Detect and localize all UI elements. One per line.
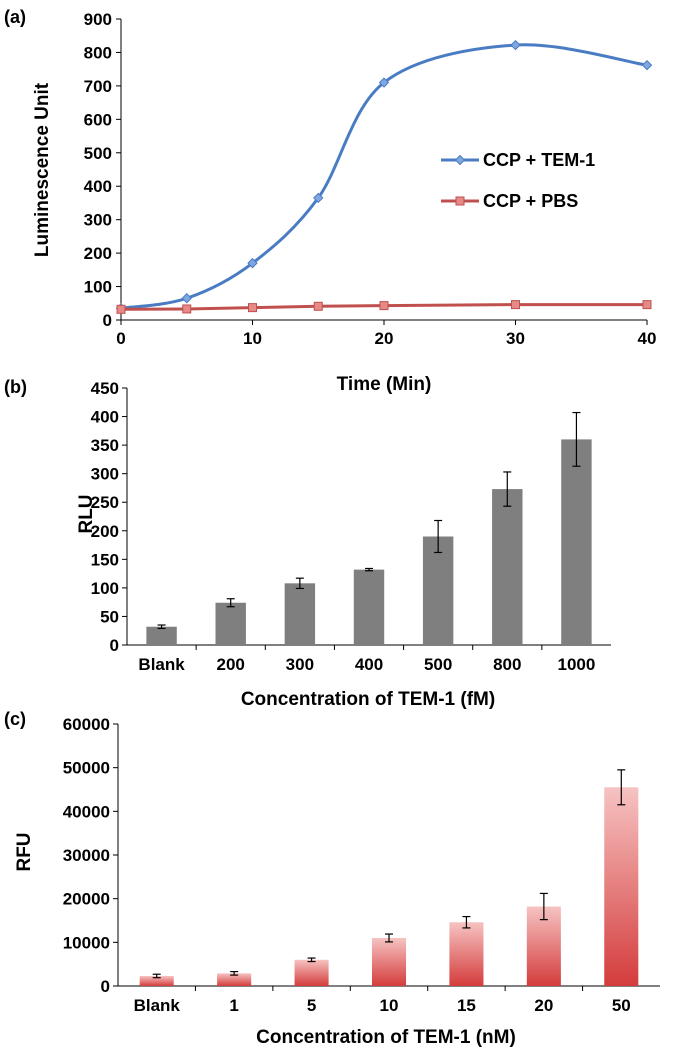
panel-b-xtick-label: Blank (138, 655, 185, 674)
panel-c-ytick-label: 30000 (63, 846, 110, 865)
panel-a-point-series-2 (182, 304, 192, 314)
panel-b-ytick-label: 250 (91, 493, 119, 512)
panel-a-ytick-label: 0 (103, 311, 112, 330)
panel-a-ytick-label: 100 (84, 278, 112, 297)
panel-c-bar-3 (294, 959, 329, 986)
panel-a-ytick-label: 200 (84, 244, 112, 263)
panel-b-ytick-label: 300 (91, 465, 119, 484)
panel-c-xtick-label: 5 (307, 996, 316, 1015)
panel-b-xlabel: Concentration of TEM-1 (fM) (241, 689, 495, 710)
panel-b-xtick-label: 500 (424, 655, 452, 674)
panel-b-ytick-label: 50 (100, 607, 119, 626)
panel-b-xtick-label: 800 (493, 655, 521, 674)
panel-c-xlabel: Concentration of TEM-1 (nM) (256, 1027, 516, 1048)
panel-a-legend-label-2: CCP + PBS (483, 191, 578, 211)
panel-c-bar-4 (371, 937, 407, 986)
panel-a-ylabel: Luminescence Unit (32, 82, 53, 257)
panel-a-point-series-1 (181, 293, 192, 304)
panel-a-point-series-2 (379, 301, 389, 311)
panel-c-xtick-label: Blank (134, 996, 181, 1015)
panel-c-bars (139, 769, 639, 986)
panel-b-ytick-label: 0 (110, 636, 119, 655)
panel-a-point-series-1 (313, 192, 324, 204)
panel-b-bars (146, 411, 592, 645)
panel-c-ytick-label: 60000 (63, 715, 110, 734)
panel-b-xtick-label: 400 (355, 655, 383, 674)
panel-a-ytick-label: 700 (84, 77, 112, 96)
panel-c-ytick-label: 0 (101, 977, 110, 996)
panel-a-label: (a) (4, 7, 26, 27)
panel-c-label: (c) (4, 709, 26, 729)
panel-c-xtick-label: 10 (380, 996, 399, 1015)
panel-c-xtick-label: 50 (612, 996, 631, 1015)
panel-a-axes: 0 100 200 300 400 500 600 700 800 900 0 10 20 30 40 (84, 10, 657, 348)
panel-c-bar-5 (449, 922, 484, 986)
panel-b-axes: 0 50 100 150 200 250 300 350 400 450 Blank 200 300 40… (91, 379, 611, 674)
panel-b-bar-6 (492, 489, 523, 645)
panel-c-xtick-label: 15 (457, 996, 476, 1015)
panel-a-point-series-1 (510, 39, 521, 51)
panel-b-ytick-label: 150 (91, 550, 119, 569)
panel-b-xtick-label: 300 (286, 655, 314, 674)
panel-b-xtick-label: 1000 (558, 655, 596, 674)
panel-c-bar-2 (217, 973, 252, 986)
panel-c-bar-7 (604, 787, 639, 986)
panel-b-ytick-label: 400 (91, 408, 119, 427)
panel-a-legend-marker-1 (454, 154, 466, 166)
panel-b-bar-chart: (b) RLU Concentration of TEM-1 (fM) 0 50 1… (4, 377, 611, 710)
panel-c-ylabel: RFU (14, 832, 35, 871)
panel-a-xtick-label: 20 (375, 329, 394, 348)
panel-a-ytick-label: 300 (84, 211, 112, 230)
panel-a-point-series-1 (247, 257, 258, 269)
panel-a-ytick-label: 500 (84, 144, 112, 163)
panel-b-ytick-label: 200 (91, 522, 119, 541)
panel-b-bar-1 (146, 626, 177, 645)
panel-a-legend-marker-2 (455, 196, 465, 206)
panel-a-series (115, 39, 653, 314)
panel-a-point-series-2 (511, 300, 520, 310)
panel-a-ytick-label: 600 (84, 110, 112, 129)
panel-a-ytick-label: 400 (84, 177, 112, 196)
panel-b-bar-3 (284, 583, 316, 645)
panel-a-line-chart: (a) Luminescence Unit Time (Min) 0100200… (4, 7, 656, 395)
panel-b-bar-7 (561, 439, 592, 645)
panel-a-xlabel: Time (Min) (337, 374, 432, 395)
panel-c-bar-chart: (c) RFU Concentration of TEM-1 (nM) 0 100… (4, 709, 660, 1048)
panel-a-ytick-label: 900 (84, 10, 112, 29)
panel-a-point-series-2 (116, 304, 126, 314)
panel-b-ytick-label: 100 (91, 579, 119, 598)
panel-b-bar-4 (353, 569, 385, 645)
panel-b-bar-2 (215, 602, 246, 645)
panel-c-ytick-label: 20000 (63, 890, 110, 909)
panel-c-xtick-label: 1 (229, 996, 238, 1015)
panel-a-legend: CCP + TEM-1 CCP + PBS (441, 150, 595, 211)
panel-b-label: (b) (4, 377, 27, 397)
panel-b-ylabel: RLU (76, 494, 97, 533)
panel-a-xtick-label: 10 (243, 329, 262, 348)
panel-a-point-series-2 (313, 301, 323, 311)
panel-a-legend-label-1: CCP + TEM-1 (483, 150, 595, 170)
panel-a-xtick-label: 30 (506, 329, 525, 348)
panel-c-xtick-label: 20 (534, 996, 553, 1015)
panel-b-ytick-label: 450 (91, 379, 119, 398)
panel-b-ytick-label: 350 (91, 436, 119, 455)
panel-b-xtick-label: 200 (217, 655, 245, 674)
panel-c-bar-1 (139, 975, 174, 986)
panel-c-ytick-label: 40000 (63, 802, 110, 821)
panel-a-point-series-1 (378, 77, 390, 88)
panel-a-point-series-1 (641, 59, 653, 71)
panel-b-bar-5 (422, 536, 454, 645)
panel-a-xtick-label: 0 (116, 329, 125, 348)
panel-c-ytick-label: 50000 (63, 759, 110, 778)
panel-a-ytick-label: 800 (84, 43, 112, 62)
panel-a-point-series-2 (642, 300, 652, 310)
panel-a-point-series-2 (248, 303, 257, 313)
panel-c-ytick-label: 10000 (63, 933, 110, 952)
panel-a-xtick-label: 40 (638, 329, 657, 348)
